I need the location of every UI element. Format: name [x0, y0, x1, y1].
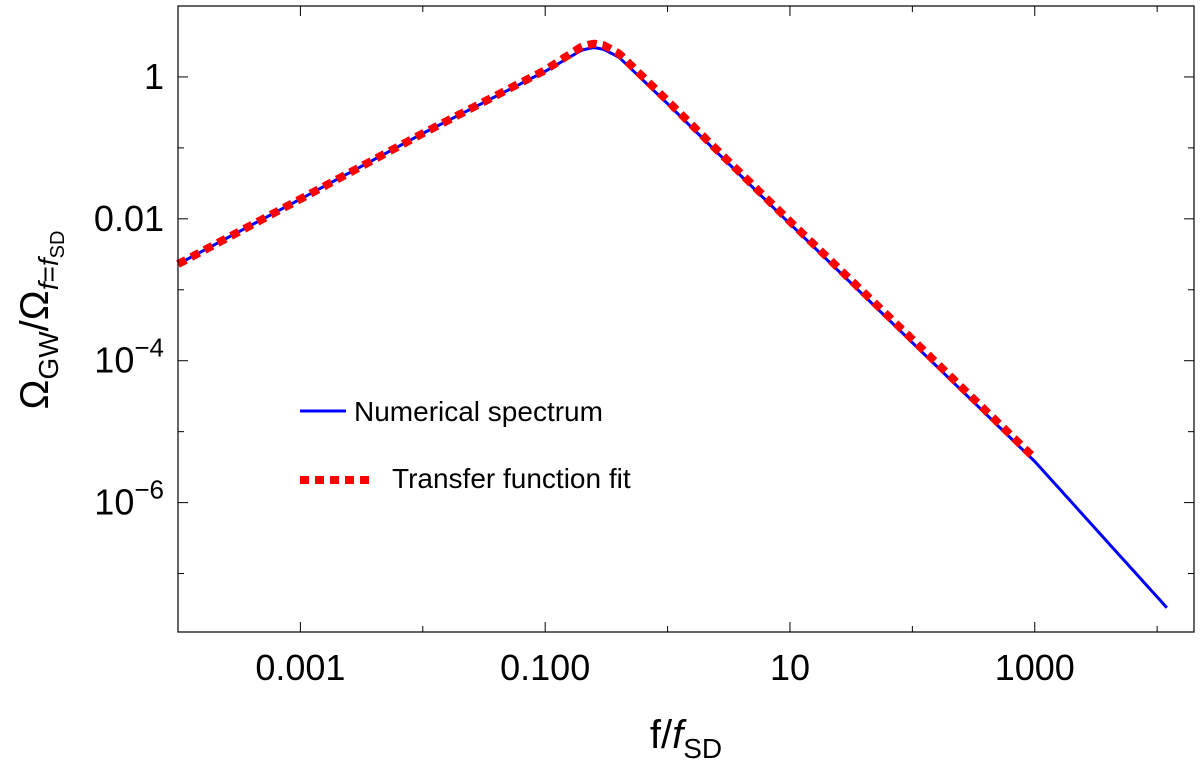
series-line-transfer-fit: [176, 39, 1038, 462]
x-tick-label: 10: [770, 647, 810, 688]
x-tick-label: 0.001: [255, 647, 345, 688]
legend-label-numerical: Numerical spectrum: [354, 396, 603, 427]
series-layer: [176, 39, 1168, 609]
y-tick-labels: 1 0.01 10−4 10−6: [94, 56, 164, 523]
x-tick-label: 1000: [995, 647, 1075, 688]
x-tick-label: 0.100: [500, 647, 590, 688]
x-tick-labels: 0.001 0.100 10 1000: [255, 647, 1074, 688]
y-tick-label: 10−6: [94, 475, 164, 523]
y-tick-label: 1: [144, 56, 164, 97]
plot-frame: [177, 5, 1195, 633]
legend: Numerical spectrum Transfer function fit: [300, 396, 631, 494]
y-tick-label: 0.01: [94, 198, 164, 239]
legend-label-fit: Transfer function fit: [392, 463, 631, 494]
ticks-layer: [177, 6, 1194, 632]
x-axis-label: f/fSD: [650, 713, 722, 760]
y-tick-label: 10−4: [94, 333, 164, 381]
y-axis-label: ΩGW/Ωf=fSD: [13, 231, 69, 410]
